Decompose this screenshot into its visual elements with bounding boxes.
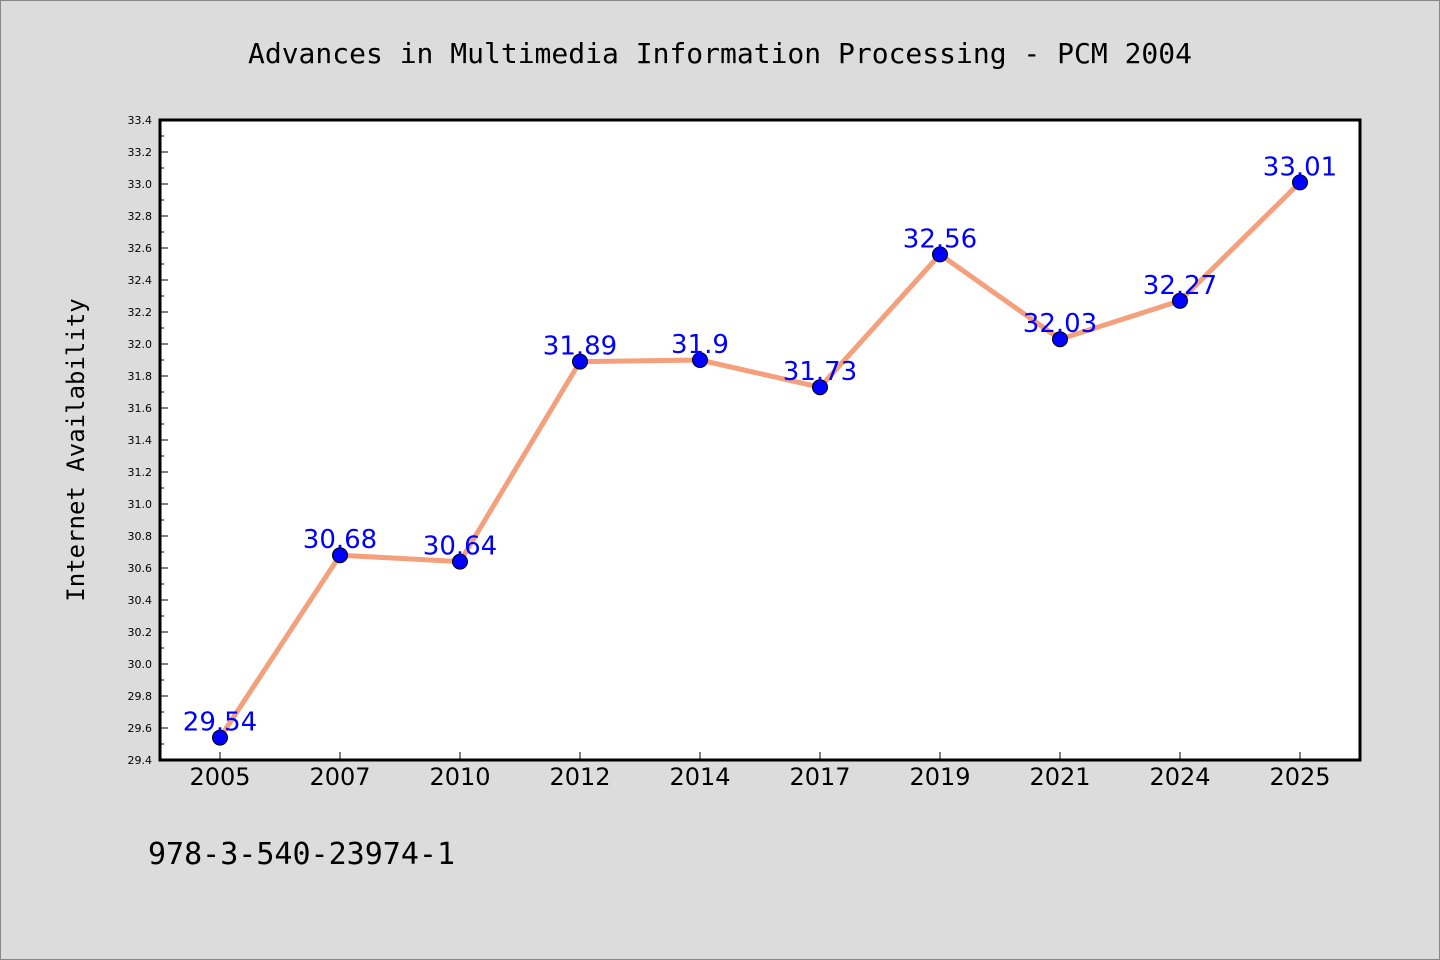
x-tick-label: 2017 [789,763,850,791]
y-tick-label: 30.6 [128,562,153,575]
y-axis-label: Internet Availability [62,298,90,601]
x-tick-label: 2019 [909,763,970,791]
series-line [217,179,1303,741]
y-tick-label: 32.0 [128,338,153,351]
plot-frame [158,118,1362,762]
x-tick-label: 2012 [549,763,610,791]
x-axis: 2005 2007 2010 2012 2014 2017 2019 2021 2024 2025 [189,752,1331,791]
y-tick-label: 31.0 [128,498,153,511]
footer-isbn: 978-3-540-23974-1 [148,837,455,872]
y-axis: 29.4 29.6 29.8 30.0 30.2 30.4 30.6 30.8 31.0 31.2… [128,114,168,767]
data-point [692,352,708,368]
y-tick-label: 30.4 [128,594,153,607]
data-label: 31.73 [783,357,857,387]
x-tick-label: 2024 [1149,763,1210,791]
data-label: 32.56 [903,224,977,254]
data-point [1172,292,1188,309]
x-tick-label: 2010 [429,763,490,791]
x-tick-label: 2007 [309,763,370,791]
data-point [812,379,828,396]
y-tick-label: 32.4 [128,274,153,287]
data-point [932,246,948,263]
data-label: 30.68 [303,525,377,555]
data-label: 33.01 [1263,152,1337,182]
y-tick-label: 29.6 [128,722,153,735]
y-tick-label: 29.4 [128,754,153,767]
x-tick-label: 2005 [189,763,250,791]
y-tick-label: 33.4 [128,114,153,127]
y-tick-label: 30.0 [128,658,153,671]
plot-area [160,120,1360,760]
data-label: 31.89 [543,332,617,362]
data-point [332,547,348,564]
data-label: 31.9 [671,330,729,360]
data-label: 29.54 [183,708,257,738]
data-label: 32.03 [1023,309,1097,339]
y-tick-label: 30.8 [128,530,153,543]
y-tick-label: 32.2 [128,306,153,319]
y-tick-label: 31.8 [128,370,153,383]
y-tick-label: 33.2 [128,146,153,159]
series-group: 29.54 30.68 30.64 31.89 31.9 31.73 32.56 32.03 3… [183,152,1337,746]
y-tick-label: 31.2 [128,466,153,479]
data-label: 32.27 [1143,271,1217,301]
y-tick-label: 30.2 [128,626,153,639]
y-tick-label: 33.0 [128,178,153,191]
x-tick-label: 2025 [1269,763,1330,791]
data-label: 30.64 [423,532,497,562]
data-point [452,553,468,570]
x-tick-label: 2021 [1029,763,1090,791]
data-point [1052,331,1068,348]
data-point [1292,174,1308,191]
y-tick-label: 32.6 [128,242,153,255]
chart-title: Advances in Multimedia Information Proce… [248,37,1192,70]
data-point [212,729,228,746]
x-tick-label: 2014 [669,763,730,791]
y-tick-label: 31.4 [128,434,153,447]
y-tick-label: 32.8 [128,210,153,223]
data-point [572,353,588,370]
y-tick-label: 29.8 [128,690,153,703]
y-tick-label: 31.6 [128,402,153,415]
